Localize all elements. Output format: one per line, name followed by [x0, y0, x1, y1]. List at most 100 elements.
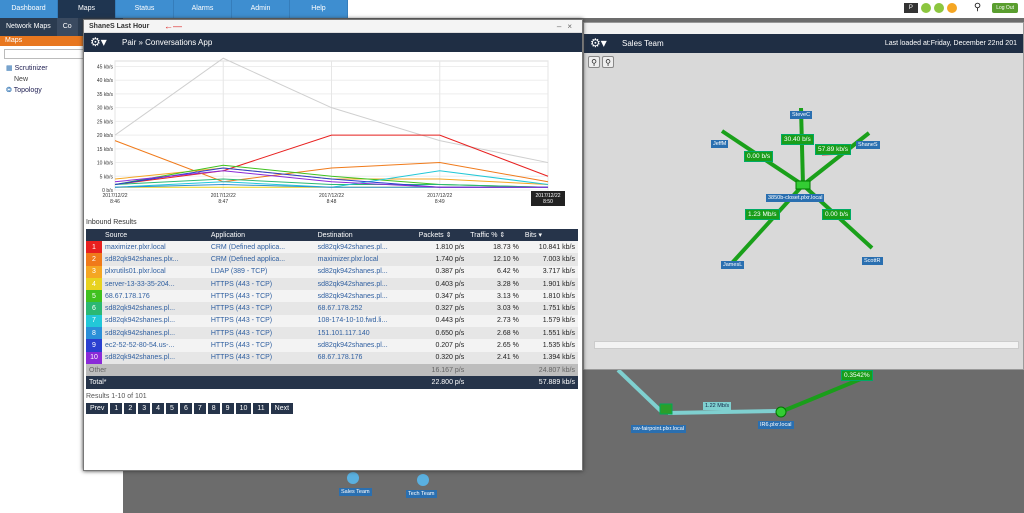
nav-tab-alarms[interactable]: Alarms	[174, 0, 232, 18]
cell-source[interactable]: ec2-52-52-80-54.us-...	[102, 339, 208, 352]
col-packets[interactable]: Packets ⇕	[415, 229, 468, 241]
link-label-jamesl[interactable]: 1.23 Mb/s	[745, 209, 780, 220]
page-button-5[interactable]: 5	[166, 403, 178, 414]
logout-button[interactable]: Log Out	[992, 2, 1018, 13]
node-shanes[interactable]: ShaneS	[856, 141, 880, 149]
cell-source[interactable]: sd82qk942shanes.pl...	[102, 327, 208, 340]
link-label-fairpoint[interactable]: 1.22 Mb/s	[703, 402, 732, 410]
minimize-icon[interactable]: –	[556, 22, 568, 31]
status-warning-icon[interactable]	[946, 2, 957, 13]
page-button-1[interactable]: 1	[110, 403, 123, 414]
page-button-10[interactable]: 10	[235, 403, 252, 414]
table-row[interactable]: 4 server-13-33-35-204... HTTPS (443 - TCP)…	[86, 277, 578, 291]
cell-destination[interactable]: sd82qk942shanes.pl...	[314, 277, 416, 291]
page-button-8[interactable]: 8	[207, 403, 220, 414]
cell-destination[interactable]: sd82qk942shanes.pl...	[314, 339, 416, 352]
tree-item-scrutinizer[interactable]: ▦ Scrutinizer	[6, 65, 48, 72]
cell-source[interactable]: maximizer.plxr.local	[102, 241, 208, 254]
cell-application[interactable]: CRM (Defined applica...	[207, 241, 315, 254]
table-row[interactable]: 10 sd82qk942shanes.pl... HTTPS (443 - TCP)…	[86, 351, 578, 364]
link-label-scottr[interactable]: 0.00 b/s	[822, 209, 852, 220]
cell-destination[interactable]: 68.67.178.176	[314, 351, 416, 364]
tab-co[interactable]: Co	[56, 18, 78, 36]
node-3850b-closet[interactable]: 3850b-closet.plxr.local	[766, 194, 825, 202]
cell-source[interactable]: sd82qk942shanes.plx...	[102, 253, 208, 266]
node-scottr[interactable]: ScottR	[862, 257, 883, 265]
table-row[interactable]: 8 sd82qk942shanes.pl... HTTPS (443 - TCP) 1…	[86, 327, 578, 340]
table-row[interactable]: 6 sd82qk942shanes.pl... HTTPS (443 - TCP) 6…	[86, 302, 578, 315]
cell-application[interactable]: HTTPS (443 - TCP)	[207, 314, 315, 328]
cell-application[interactable]: CRM (Defined applica...	[207, 253, 315, 266]
page-button-2[interactable]: 2	[124, 403, 137, 414]
cell-destination[interactable]: 151.101.117.140	[314, 327, 416, 340]
nav-tab-status[interactable]: Status	[116, 0, 174, 18]
link-label-stevec[interactable]: 30.40 b/s	[781, 134, 814, 145]
cell-destination[interactable]: sd82qk942shanes.pl...	[314, 290, 416, 303]
link-label-jeffm[interactable]: 0.00 b/s	[744, 151, 774, 162]
page-button-3[interactable]: 3	[138, 403, 151, 414]
tree-item-topology[interactable]: ❂ Topology	[6, 87, 42, 94]
cell-destination[interactable]: 68.67.178.252	[314, 302, 416, 315]
cell-application[interactable]: HTTPS (443 - TCP)	[207, 327, 315, 340]
page-button-7[interactable]: 7	[193, 403, 206, 414]
cell-destination[interactable]: 108-174-10-10.fwd.li...	[314, 314, 416, 328]
cell-destination[interactable]: sd82qk942shanes.pl...	[314, 241, 416, 254]
page-button-prev[interactable]: Prev	[86, 403, 109, 414]
tree-item-new[interactable]: New	[14, 76, 29, 83]
page-button-4[interactable]: 4	[152, 403, 165, 414]
cell-destination[interactable]: maximizer.plxr.local	[314, 253, 416, 266]
table-row[interactable]: 9 ec2-52-52-80-54.us-... HTTPS (443 - TCP)…	[86, 339, 578, 352]
node-tech-team[interactable]: Tech Team	[406, 490, 437, 498]
link-label-shanes[interactable]: 57.89 kb/s	[815, 144, 851, 155]
modal-titlebar[interactable]: ShaneS Last Hour ←— –×	[84, 20, 582, 33]
cell-application[interactable]: HTTPS (443 - TCP)	[207, 351, 315, 364]
table-row[interactable]: 1 maximizer.plxr.local CRM (Defined applic…	[86, 241, 578, 254]
tab-network-maps[interactable]: Network Maps	[6, 23, 51, 30]
nav-tab-help[interactable]: Help	[290, 0, 348, 18]
cell-source[interactable]: plxrutils01.plxr.local	[102, 265, 208, 278]
horizontal-scrollbar[interactable]	[594, 341, 1019, 349]
nav-tab-admin[interactable]: Admin	[232, 0, 290, 18]
cell-destination[interactable]: sd82qk942shanes.pl...	[314, 265, 416, 278]
page-button-11[interactable]: 11	[253, 403, 269, 414]
page-button-9[interactable]: 9	[221, 403, 234, 414]
node-sales-team[interactable]: Sales Team	[339, 488, 372, 496]
cell-source[interactable]: sd82qk942shanes.pl...	[102, 302, 208, 315]
page-button-next[interactable]: Next	[270, 403, 294, 414]
table-row[interactable]: 5 68.67.178.176 HTTPS (443 - TCP) sd82qk942…	[86, 290, 578, 303]
col-application[interactable]: Application	[207, 229, 315, 241]
close-icon[interactable]: ×	[567, 22, 578, 31]
page-button-6[interactable]: 6	[179, 403, 192, 414]
zoom-out-icon[interactable]: ⚲	[602, 56, 614, 68]
settings-gear-icon[interactable]: ⚙▾	[590, 36, 607, 50]
node-stevec[interactable]: SteveC	[790, 111, 813, 119]
cell-application[interactable]: HTTPS (443 - TCP)	[207, 339, 315, 352]
table-row[interactable]: 2 sd82qk942shanes.plx... CRM (Defined appl…	[86, 253, 578, 266]
node-sw-fairpoint[interactable]: sw-fairpoint.plxr.local	[631, 425, 687, 433]
node-jeffm[interactable]: JeffM	[711, 140, 729, 148]
search-icon[interactable]: ⚲	[973, 2, 982, 13]
link-label-ir6[interactable]: 0.3542%	[841, 370, 873, 381]
col-bits[interactable]: Bits ▾	[521, 229, 578, 241]
nav-tab-dashboard[interactable]: Dashboard	[0, 0, 58, 18]
zoom-in-icon[interactable]: ⚲	[588, 56, 600, 68]
node-jamesl[interactable]: JamesL	[721, 261, 745, 269]
col-destination[interactable]: Destination	[314, 229, 416, 241]
col-traffic[interactable]: Traffic % ⇕	[467, 229, 522, 241]
node-ir6[interactable]: IR6.plxr.local	[758, 421, 794, 429]
cell-source[interactable]: sd82qk942shanes.pl...	[102, 314, 208, 328]
table-row[interactable]: 3 plxrutils01.plxr.local LDAP (389 - TCP) s…	[86, 265, 578, 278]
status-ok-icon[interactable]	[920, 2, 931, 13]
cell-source[interactable]: 68.67.178.176	[102, 290, 208, 303]
cell-application[interactable]: HTTPS (443 - TCP)	[207, 302, 315, 315]
settings-gear-icon-modal[interactable]: ⚙▾	[90, 35, 107, 49]
status-ok-icon-2[interactable]	[933, 2, 944, 13]
nav-tab-maps[interactable]: Maps	[58, 0, 116, 18]
cell-application[interactable]: HTTPS (443 - TCP)	[207, 290, 315, 303]
col-source[interactable]: Source	[102, 229, 208, 241]
cell-application[interactable]: HTTPS (443 - TCP)	[207, 277, 315, 291]
cell-source[interactable]: sd82qk942shanes.pl...	[102, 351, 208, 364]
cell-source[interactable]: server-13-33-35-204...	[102, 277, 208, 291]
table-row[interactable]: 7 sd82qk942shanes.pl... HTTPS (443 - TCP) 1…	[86, 314, 578, 328]
cell-application[interactable]: LDAP (389 - TCP)	[207, 265, 315, 278]
